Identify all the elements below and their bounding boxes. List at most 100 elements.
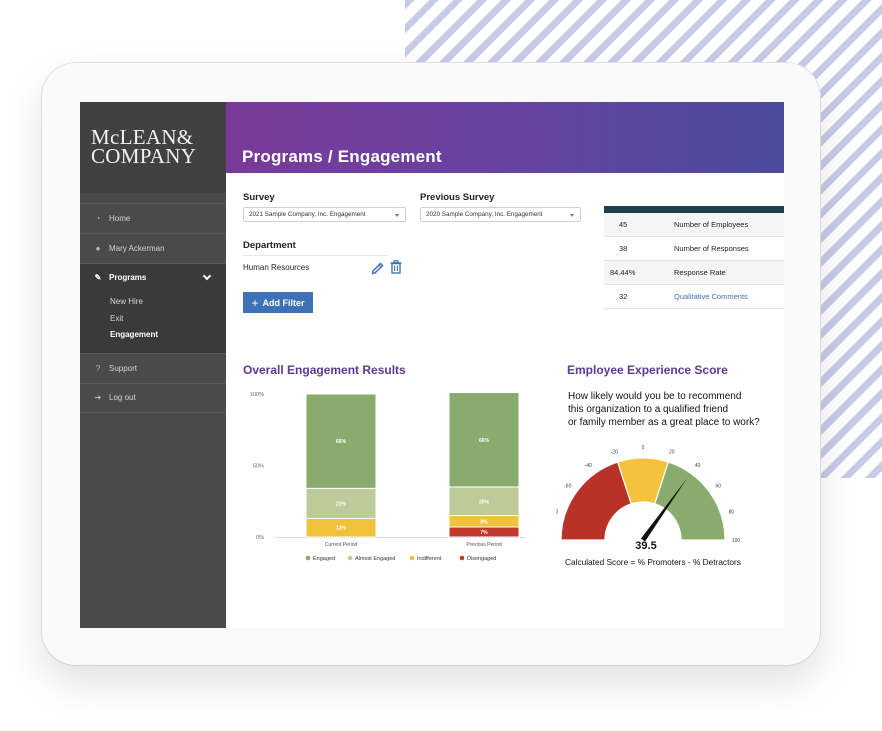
sidebar-item-programs[interactable]: ✎ Programs [80,263,226,291]
gauge-tick-label: -80 [556,509,558,515]
stat-value: 45 [619,220,628,229]
user-icon: ● [95,244,101,253]
bar-data-label: 7% [480,530,488,536]
edit-pencil-icon[interactable] [371,261,385,275]
stats-table-header-bar [604,206,784,213]
bar-data-label: 13% [336,526,347,532]
gauge-tick-label: 40 [695,463,701,469]
sidebar-item-label: Programs [109,273,147,282]
dashboard-icon: ◔ [95,214,101,223]
ees-title: Employee Experience Score [567,363,728,377]
app-screen: McLEAN& COMPANY ◔ Home ● Mary Ackerman ✎… [80,102,784,628]
add-filter-button[interactable]: + Add Filter [243,292,313,313]
engagement-title: Overall Engagement Results [243,363,406,377]
bar-data-label: 8% [480,519,488,525]
legend-label: Engaged [313,556,335,562]
y-tick-label: 100% [250,392,264,398]
sidebar-item-logout[interactable]: ➔ Log out [80,382,226,413]
gauge-tick-label: 20 [669,450,675,456]
y-tick-label: 0% [256,535,264,541]
gauge-tick-label: -60 [564,483,571,489]
logout-icon: ➔ [94,393,102,402]
logo-line-1: McLEAN& [91,125,194,149]
bar-data-label: 66% [479,438,490,444]
gauge-tick-label: 0 [642,445,645,451]
qualitative-comments-link[interactable]: Qualitative Comments [674,292,748,301]
stat-value: 32 [619,292,628,301]
x-tick-label: Previous Period [466,542,502,548]
sidebar-item-user[interactable]: ● Mary Ackerman [80,233,226,263]
bar-segment [305,393,377,489]
legend-swatch [305,555,311,561]
stat-label: Number of Employees [674,220,749,229]
stat-label: Response Rate [674,268,726,277]
divider [243,255,388,256]
ees-formula: Calculated Score = % Promoters - % Detra… [565,557,741,567]
page-banner: Programs / Engagement [226,102,784,173]
add-filter-label: Add Filter [262,297,305,308]
help-icon: ? [95,363,101,373]
gauge-tick-label: 80 [729,509,735,515]
sidebar-subitem-engagement[interactable]: Engagement [110,330,159,339]
sidebar-item-label: Support [109,363,138,373]
table-row: 38 Number of Responses [604,237,784,261]
previous-survey-label: Previous Survey [420,192,495,203]
legend-swatch [409,555,415,561]
stat-label: Number of Responses [674,244,749,253]
department-label: Department [243,240,296,251]
bar-data-label: 66% [336,439,347,445]
bar-segment [305,487,377,519]
chevron-down-icon[interactable] [202,271,212,281]
legend-label: Almost Engaged [355,556,395,562]
y-tick-label: 50% [253,464,264,470]
logo-line-2: COMPANY [91,144,197,168]
bar-data-label: 20% [479,499,490,505]
bar-data-label: 21% [336,501,347,507]
sidebar-item-label: Mary Ackerman [109,244,165,253]
engagement-bar-chart: 0% 50% 100% 13% 21% 66% Current Period 7% 8% 20% 6… [250,392,526,562]
trash-icon[interactable] [390,260,402,274]
sidebar: McLEAN& COMPANY ◔ Home ● Mary Ackerman ✎… [80,102,226,628]
legend-swatch [459,555,465,561]
caret-down-icon [570,214,574,217]
table-row: 45 Number of Employees [604,213,784,237]
sidebar-spacer [80,193,226,203]
sidebar-item-support[interactable]: ? Support [80,352,226,383]
gauge-band [560,461,633,541]
caret-down-icon [395,214,399,217]
sidebar-item-home[interactable]: ◔ Home [80,203,226,233]
plus-icon: + [251,295,259,310]
edit-icon: ✎ [94,273,102,282]
ees-question-line: or family member as a great place to wor… [568,417,760,428]
x-tick-label: Current Period [325,542,358,548]
gauge-tick-label: 60 [715,483,721,489]
table-row: 32 Qualitative Comments [604,285,784,309]
department-value: Human Resources [243,263,310,272]
survey-select[interactable]: 2021 Sample Company, Inc. Engagement [243,207,406,222]
gauge-band [653,461,726,541]
sidebar-item-label: Log out [109,393,136,402]
ees-question-line: this organization to a qualified friend [568,404,729,415]
legend-label: Indifferent [417,556,442,562]
survey-select-value: 2021 Sample Company, Inc. Engagement [249,211,366,218]
bar-segment [448,392,520,488]
sidebar-subitem-exit[interactable]: Exit [110,313,124,323]
page-title: Programs / Engagement [242,147,442,166]
sidebar-subitem-new-hire[interactable]: New Hire [110,297,143,306]
main-content: Programs / Engagement Survey 2021 Sample… [226,102,784,628]
survey-label: Survey [243,192,275,203]
legend-label: Disengaged [467,556,496,562]
programs-submenu: New Hire Exit Engagement [80,291,226,353]
stats-table: 45 Number of Employees 38 Number of Resp… [604,206,784,309]
gauge-tick-label: 100 [732,538,741,544]
previous-survey-select[interactable]: 2020 Sample Company, Inc. Engagement [420,207,581,222]
stat-value: 38 [619,244,628,253]
legend-swatch [347,555,353,561]
ees-question-line: How likely would you be to recommend [568,391,742,402]
gauge-tick-label: -40 [585,463,592,469]
gauge-needle [640,478,688,542]
sidebar-item-label: Home [109,214,131,223]
gauge-tick-label: -20 [611,450,618,456]
gauge-score: 39.5 [635,540,656,552]
